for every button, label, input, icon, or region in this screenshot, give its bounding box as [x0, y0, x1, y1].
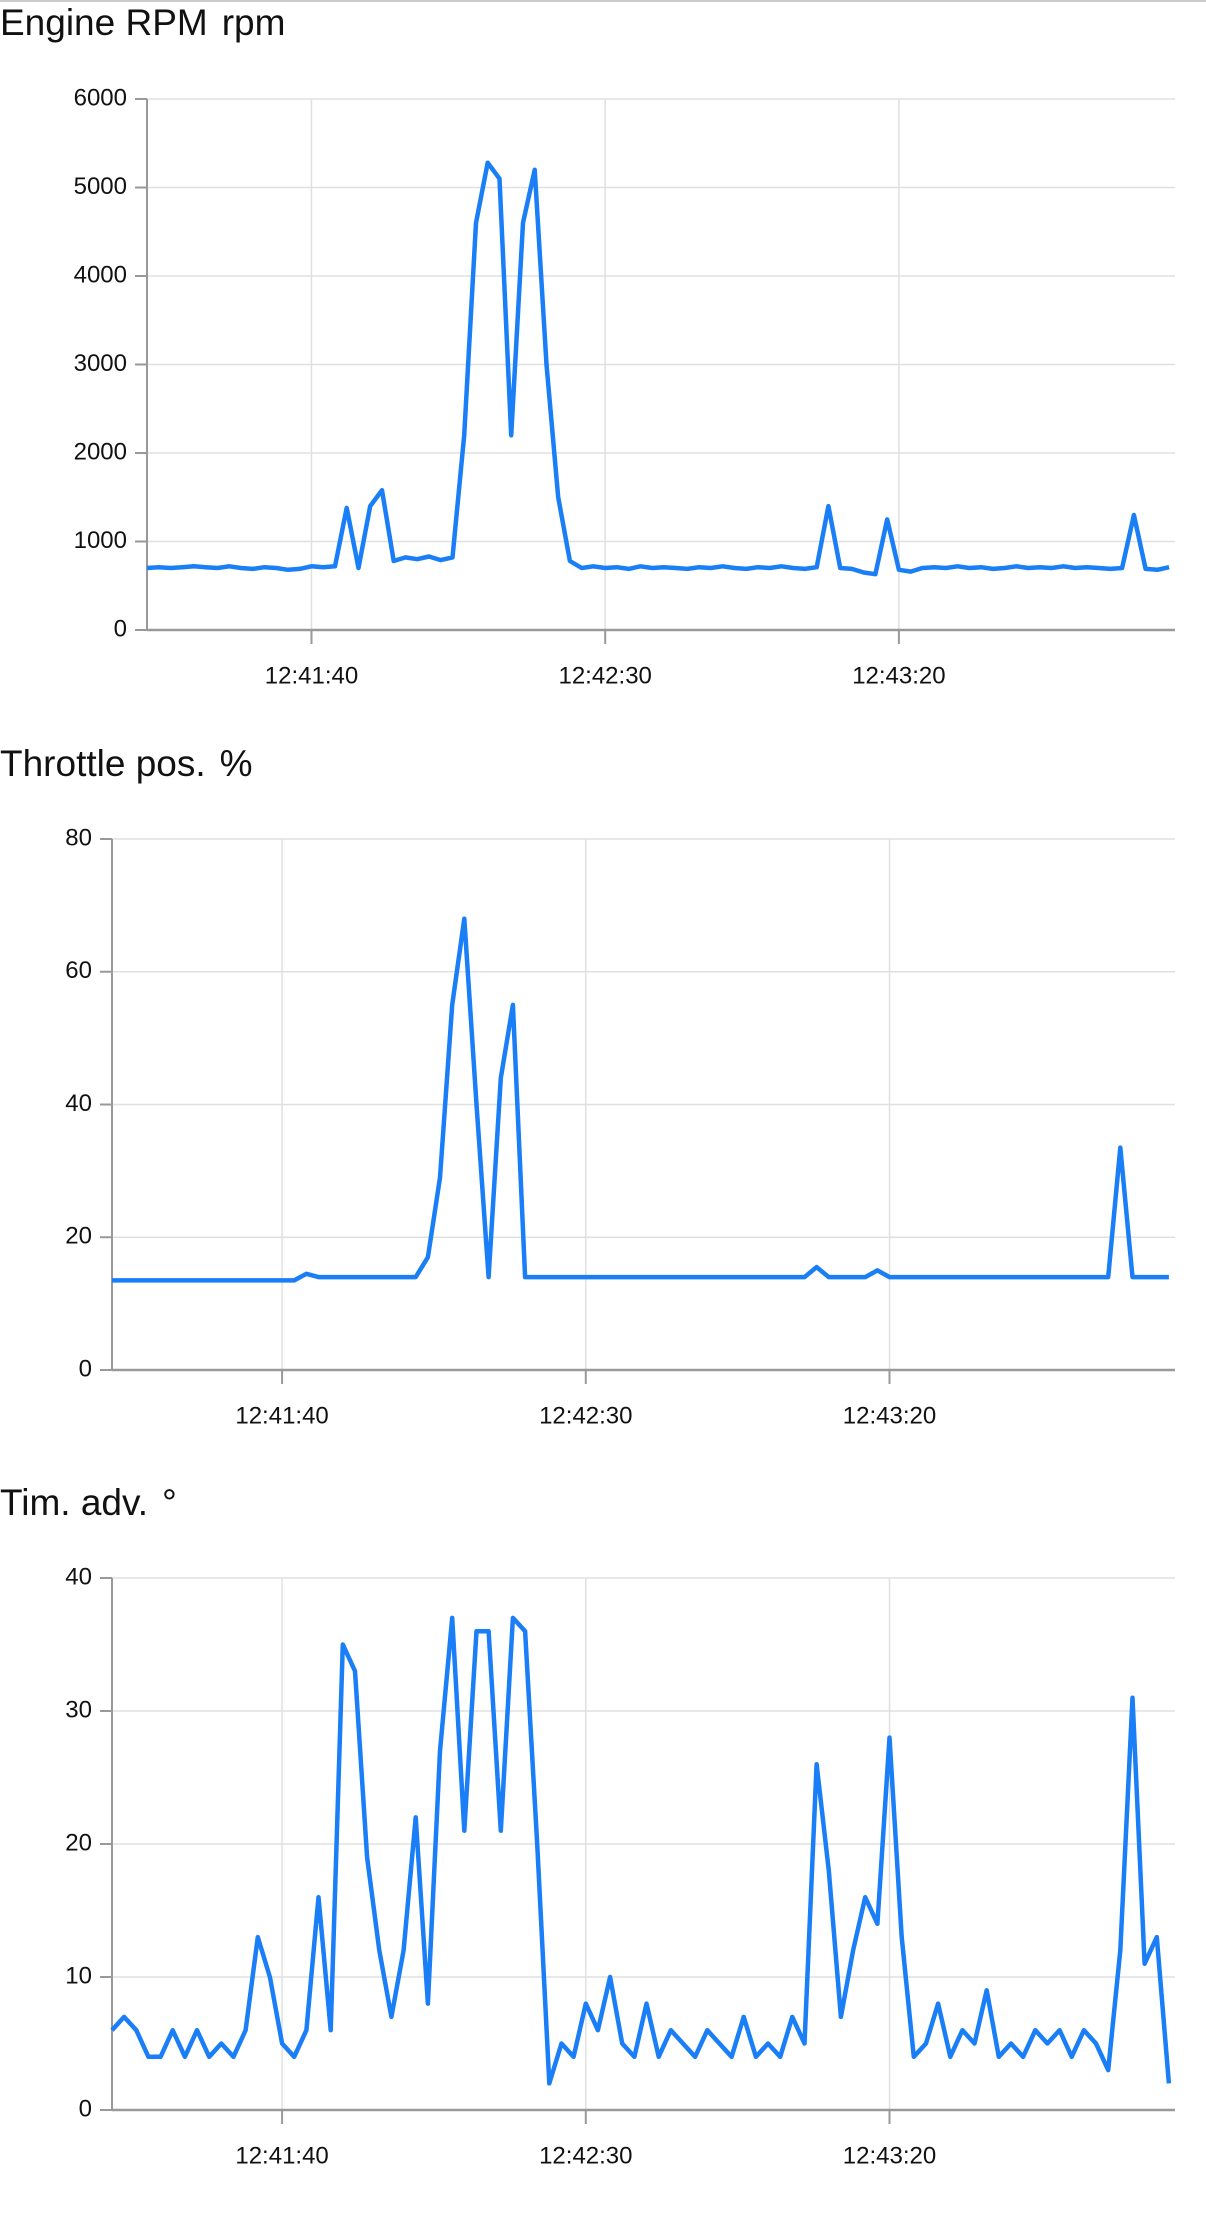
y-tick-label: 0 [79, 2095, 92, 2122]
x-tick-label: 12:43:20 [843, 2142, 936, 2169]
y-tick-label: 40 [65, 1090, 92, 1117]
x-tick-label: 12:43:20 [843, 1402, 936, 1429]
chart-title: Throttle pos.% [0, 743, 253, 784]
x-tick-label: 12:41:40 [265, 662, 358, 689]
y-tick-label: 10 [65, 1962, 92, 1989]
data-line [112, 916, 1169, 1283]
y-tick-label: 0 [114, 615, 127, 642]
y-tick-label: 20 [65, 1829, 92, 1856]
y-tick-label: 80 [65, 824, 92, 851]
x-tick-label: 12:41:40 [235, 2142, 328, 2169]
chart-title: Tim. adv. ° [0, 1482, 177, 1523]
title-unit: ° [162, 1482, 177, 1523]
y-tick-label: 60 [65, 957, 92, 984]
data-line [146, 160, 1170, 577]
y-tick-label: 0 [79, 1355, 92, 1382]
y-tick-label: 3000 [74, 350, 127, 377]
y-tick-label: 6000 [74, 84, 127, 111]
y-tick-label: 5000 [74, 173, 127, 200]
title-unit: % [220, 743, 253, 784]
title-text: Tim. adv. [0, 1482, 148, 1523]
y-tick-label: 20 [65, 1223, 92, 1250]
y-tick-label: 30 [65, 1696, 92, 1723]
x-tick-label: 12:42:30 [558, 662, 651, 689]
data-line [110, 1615, 1172, 2086]
y-tick-label: 2000 [74, 438, 127, 465]
x-tick-label: 12:42:30 [539, 1402, 632, 1429]
y-tick-label: 1000 [74, 527, 127, 554]
y-tick-label: 40 [65, 1563, 92, 1590]
chart-title: Engine RPM rpm [0, 2, 285, 43]
x-tick-label: 12:43:20 [852, 662, 945, 689]
x-tick-label: 12:41:40 [235, 1402, 328, 1429]
title-unit: rpm [222, 2, 286, 43]
x-tick-label: 12:42:30 [539, 2142, 632, 2169]
title-text: Throttle pos. [0, 743, 206, 784]
y-tick-label: 4000 [74, 261, 127, 288]
title-text: Engine RPM [0, 2, 208, 43]
